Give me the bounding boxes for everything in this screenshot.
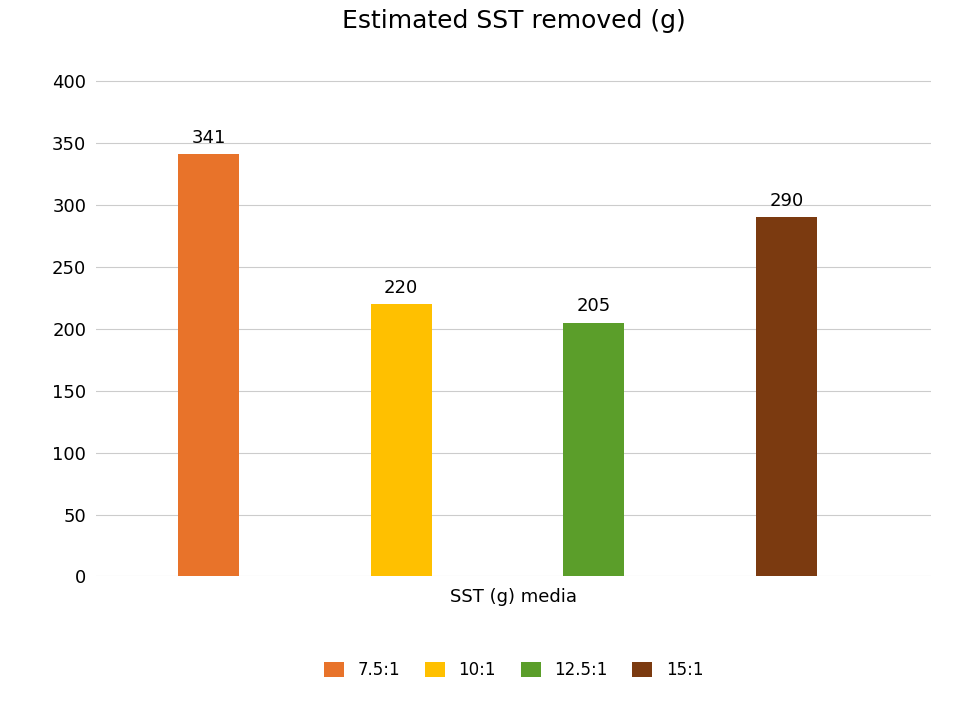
Bar: [564, 323, 624, 576]
X-axis label: SST (g) media: SST (g) media: [450, 588, 577, 605]
Bar: [178, 154, 239, 576]
Text: 341: 341: [191, 129, 226, 147]
Legend: 7.5:1, 10:1, 12.5:1, 15:1: 7.5:1, 10:1, 12.5:1, 15:1: [316, 652, 711, 687]
Bar: [371, 304, 432, 576]
Text: 290: 290: [770, 192, 804, 209]
Text: 220: 220: [384, 278, 419, 297]
Title: Estimated SST removed (g): Estimated SST removed (g): [342, 9, 685, 34]
Bar: [756, 217, 817, 576]
Text: 205: 205: [577, 297, 611, 315]
